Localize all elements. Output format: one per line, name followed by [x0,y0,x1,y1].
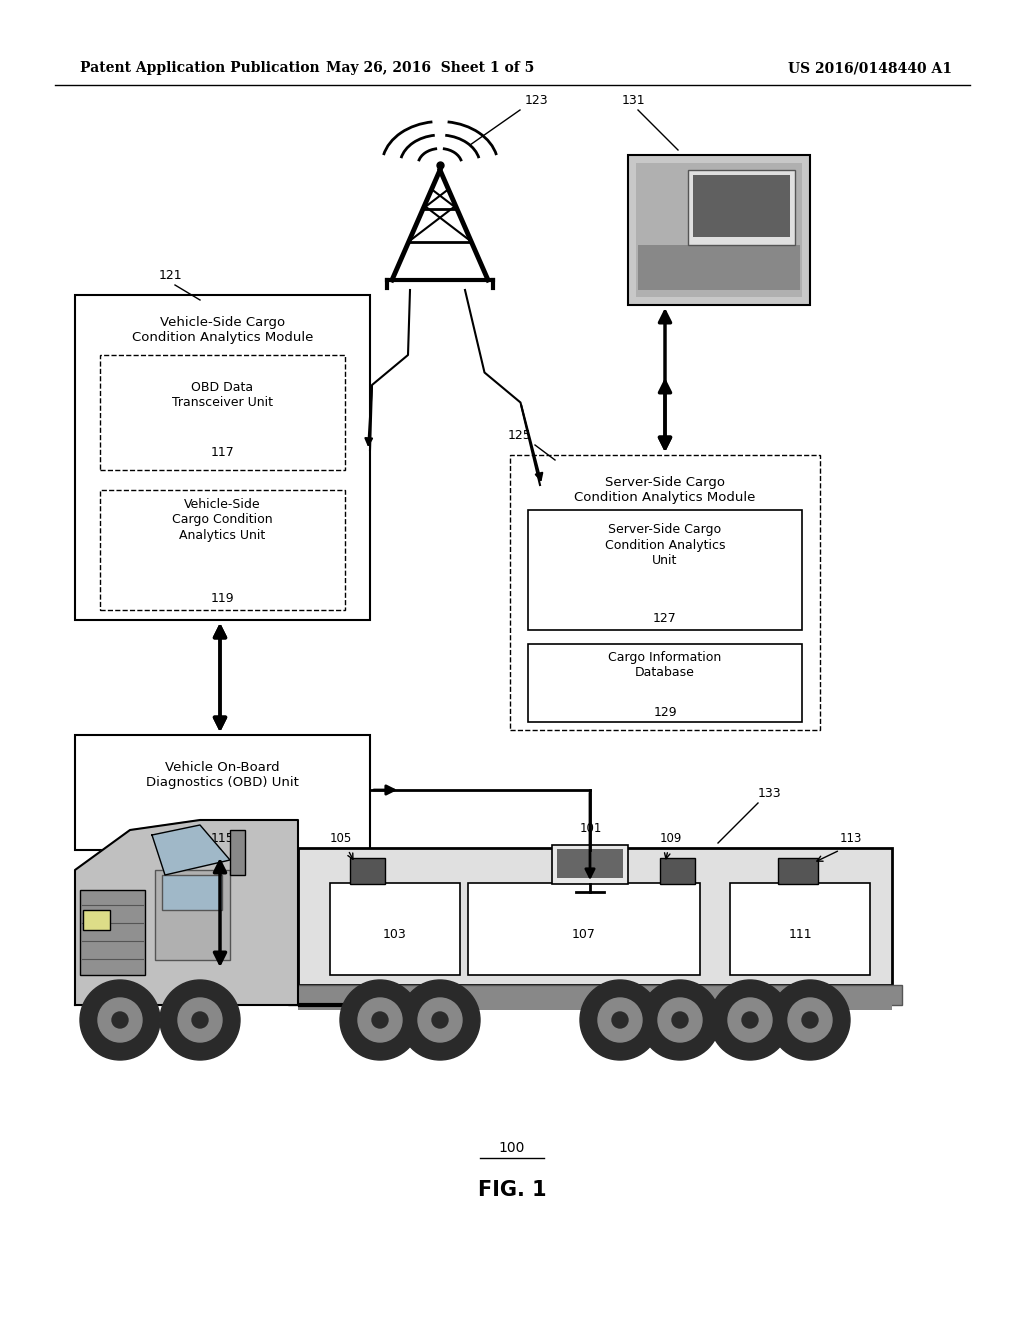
Text: 109: 109 [660,832,682,845]
Circle shape [612,1012,628,1028]
Bar [628,154,810,305]
Circle shape [112,1012,128,1028]
Circle shape [340,979,420,1060]
Bar [83,909,110,931]
Text: 119: 119 [211,591,234,605]
Bar [693,176,790,238]
Bar [288,985,902,1005]
Text: 127: 127 [653,611,677,624]
Text: Patent Application Publication: Patent Application Publication [80,61,319,75]
Polygon shape [75,820,298,1005]
Circle shape [788,998,831,1041]
Circle shape [193,1012,208,1028]
Text: 131: 131 [622,94,645,107]
Circle shape [400,979,480,1060]
Bar [557,849,623,878]
Text: Vehicle-Side Cargo
Condition Analytics Module: Vehicle-Side Cargo Condition Analytics M… [132,315,313,345]
Bar [552,845,628,884]
Bar [75,735,370,850]
Bar [778,858,818,884]
Polygon shape [152,825,230,875]
Bar [80,890,145,975]
Text: 113: 113 [840,832,862,845]
Text: Server-Side Cargo
Condition Analytics
Unit: Server-Side Cargo Condition Analytics Un… [605,524,725,566]
Circle shape [372,1012,388,1028]
Circle shape [160,979,240,1060]
Circle shape [178,998,222,1041]
Text: Vehicle-Side
Cargo Condition
Analytics Unit: Vehicle-Side Cargo Condition Analytics U… [172,499,272,541]
Circle shape [742,1012,758,1028]
Text: 133: 133 [758,787,781,800]
Circle shape [770,979,850,1060]
Circle shape [98,998,142,1041]
Bar [510,455,820,730]
Text: 103: 103 [383,928,407,941]
Circle shape [802,1012,818,1028]
Bar [730,883,870,975]
Bar [350,858,385,884]
Text: 123: 123 [525,94,549,107]
Bar [528,644,802,722]
Text: 101: 101 [580,822,602,836]
Bar [298,1001,892,1010]
Text: US 2016/0148440 A1: US 2016/0148440 A1 [788,61,952,75]
Text: FIG. 1: FIG. 1 [477,1180,547,1200]
Bar [468,883,700,975]
Circle shape [358,998,402,1041]
Circle shape [728,998,772,1041]
Bar [528,510,802,630]
Bar [638,246,800,290]
Bar [230,830,245,875]
Bar [100,355,345,470]
Text: 125: 125 [508,429,531,442]
Text: 111: 111 [788,928,812,941]
Text: Vehicle On-Board
Diagnostics (OBD) Unit: Vehicle On-Board Diagnostics (OBD) Unit [146,762,299,789]
Bar [660,858,695,884]
Circle shape [432,1012,449,1028]
Circle shape [658,998,702,1041]
Circle shape [710,979,790,1060]
Bar [100,490,345,610]
Bar [330,883,460,975]
Circle shape [580,979,660,1060]
Circle shape [672,1012,688,1028]
Circle shape [80,979,160,1060]
Circle shape [598,998,642,1041]
Text: 121: 121 [158,269,182,282]
Bar [75,294,370,620]
Text: May 26, 2016  Sheet 1 of 5: May 26, 2016 Sheet 1 of 5 [326,61,535,75]
Text: 117: 117 [211,446,234,458]
Text: Cargo Information
Database: Cargo Information Database [608,651,722,678]
Circle shape [640,979,720,1060]
Circle shape [418,998,462,1041]
Text: 100: 100 [499,1140,525,1155]
Text: Server-Side Cargo
Condition Analytics Module: Server-Side Cargo Condition Analytics Mo… [574,477,756,504]
Text: 105: 105 [330,832,352,845]
Bar [155,870,230,960]
Bar [298,847,892,985]
Bar [162,875,222,909]
Text: 107: 107 [572,928,596,941]
Bar [688,170,795,246]
Text: 115: 115 [211,832,234,845]
Text: 129: 129 [653,705,677,718]
Bar [636,162,802,297]
Text: OBD Data
Transceiver Unit: OBD Data Transceiver Unit [172,381,273,409]
